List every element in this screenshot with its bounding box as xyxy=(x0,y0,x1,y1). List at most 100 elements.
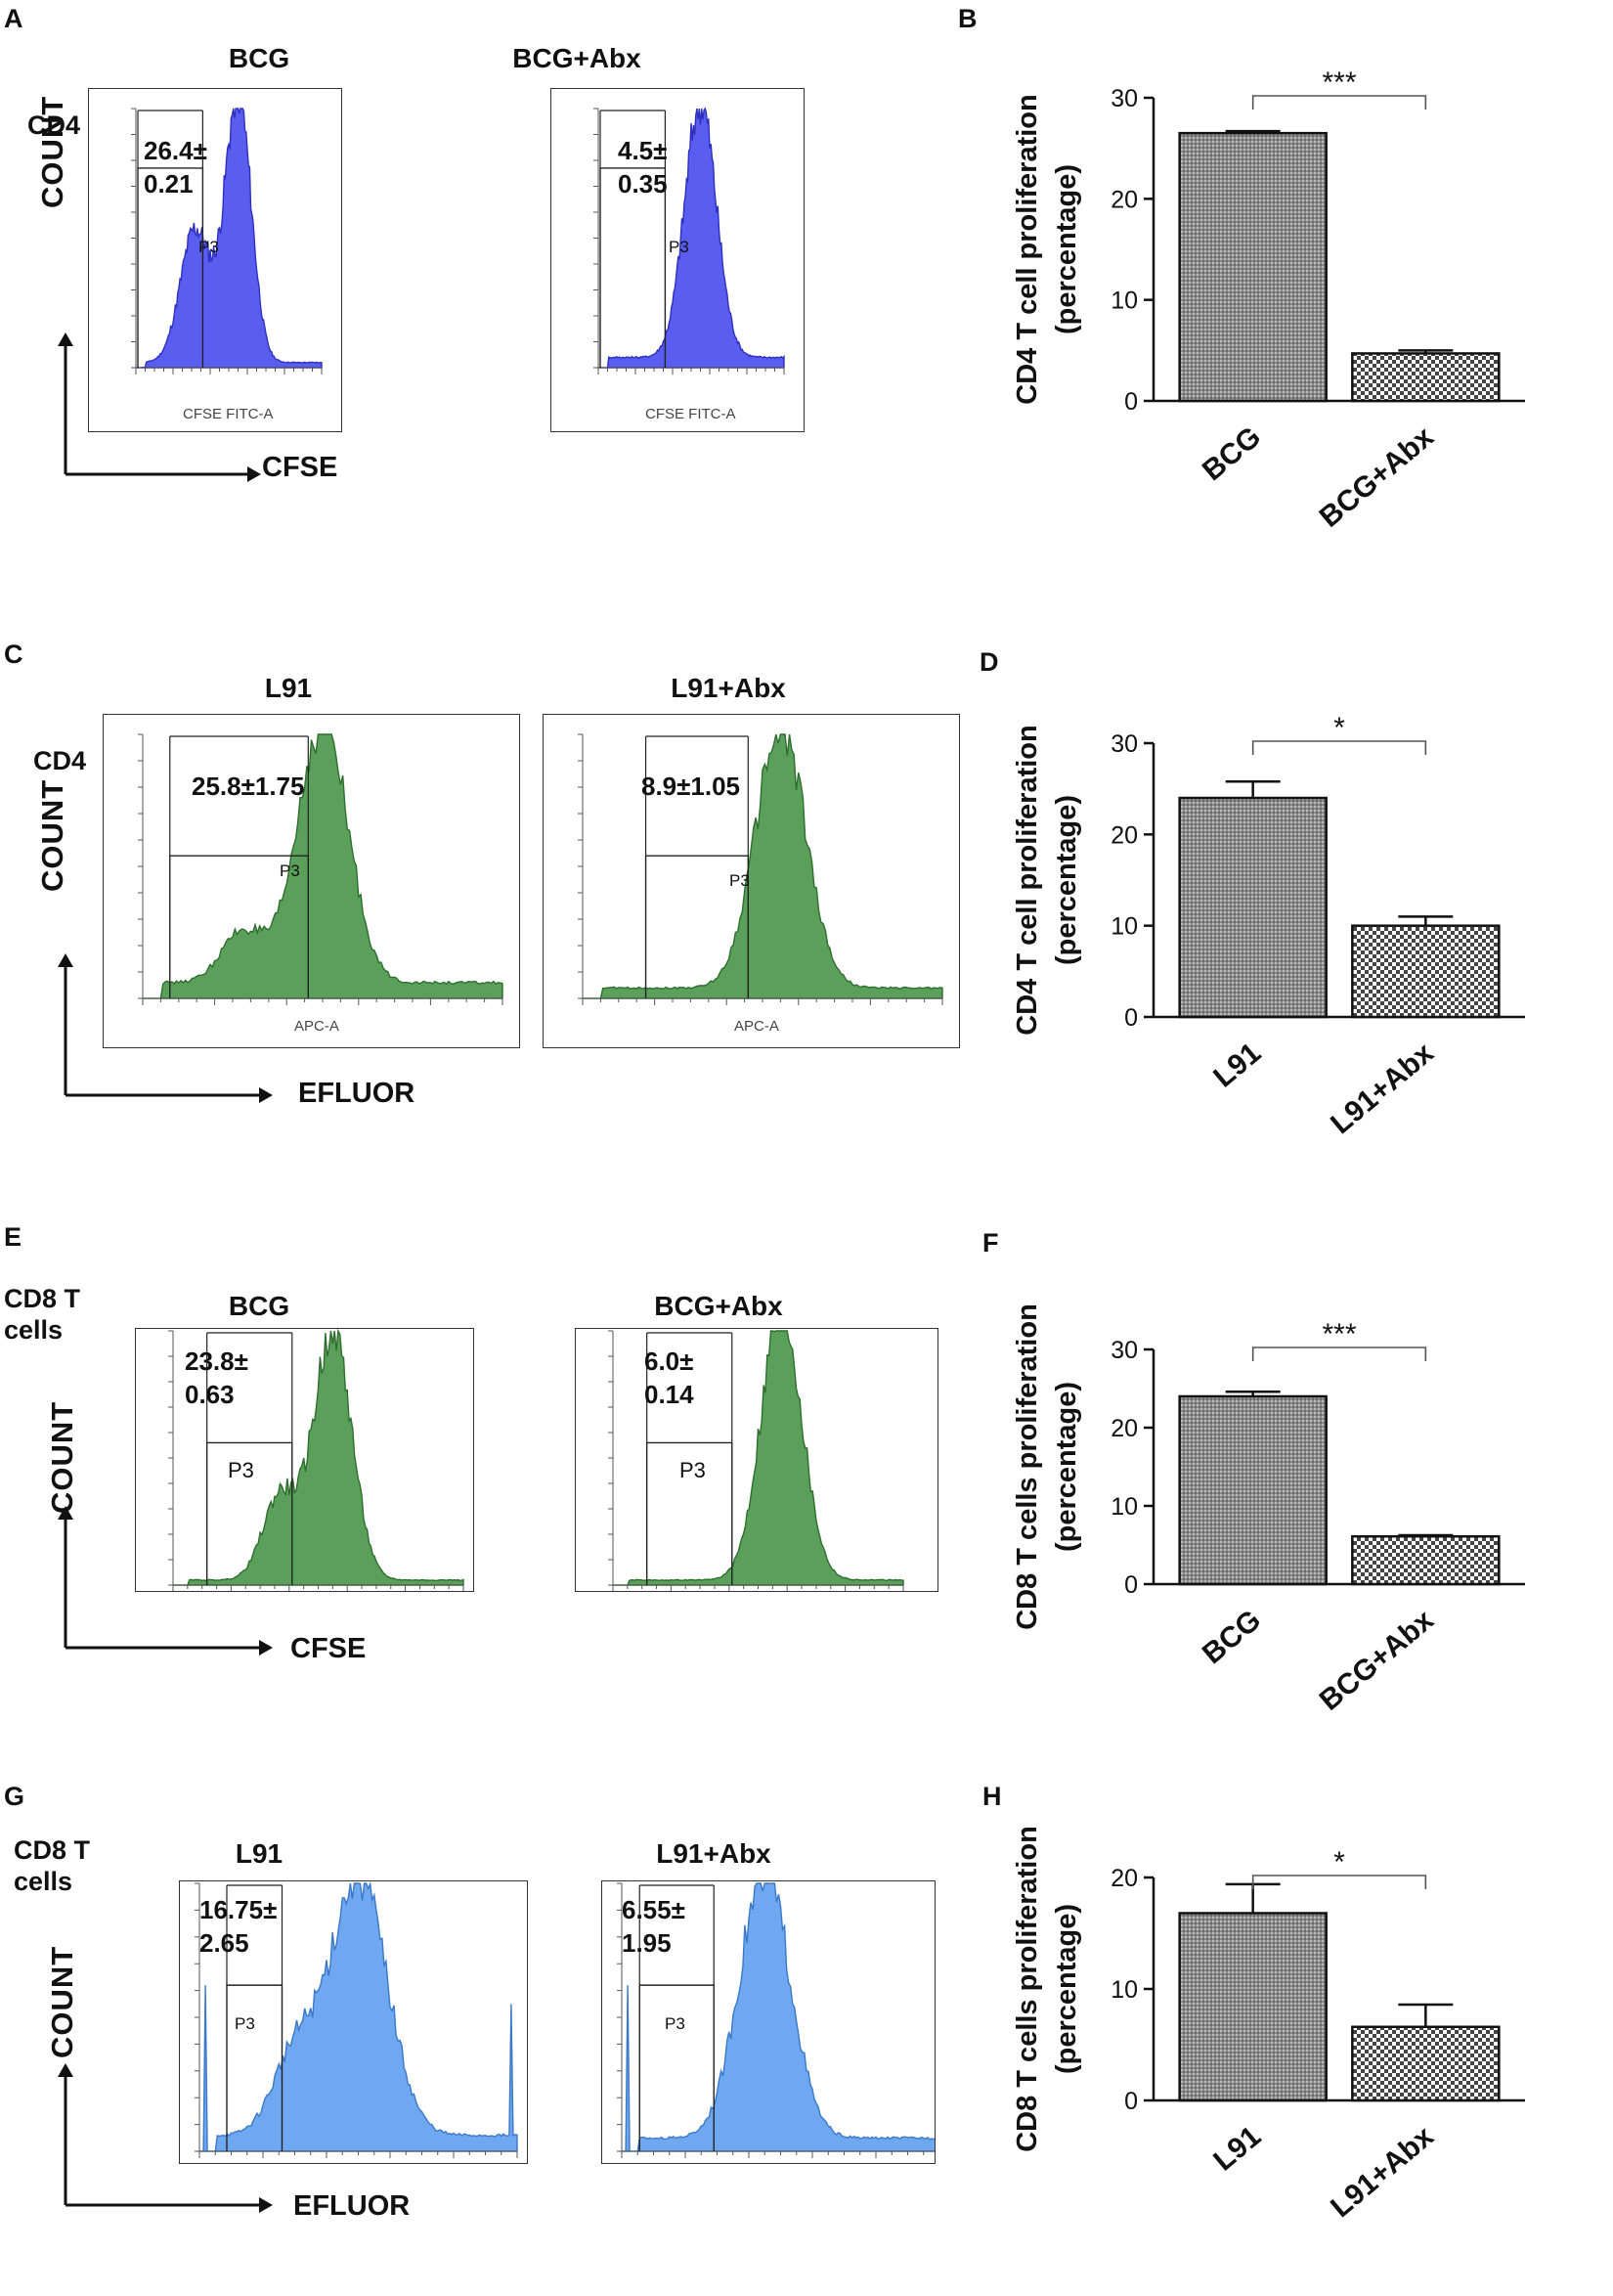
bar-bcg-abx xyxy=(1351,352,1501,403)
bar-y-tick-label: 20 xyxy=(1111,821,1138,849)
bar-l91 xyxy=(1178,1912,1328,2102)
histogram-fill xyxy=(199,1881,518,2152)
gate-box xyxy=(599,167,667,368)
flow-title-c-left: L91 xyxy=(264,673,313,703)
bar-y-tick-label: 30 xyxy=(1111,730,1138,758)
bar-chart-d: 0 10 20 30 L91 L91+Abx * CD4 T cell proliferati… xyxy=(1012,712,1525,1140)
histogram-fill xyxy=(598,107,785,369)
significance-bracket xyxy=(1251,1875,1427,1889)
bar-y-tick-label: 10 xyxy=(1111,1493,1138,1521)
gate-name-g-left: P3 xyxy=(235,2014,255,2033)
gate-box xyxy=(226,1984,283,2151)
bar-y-label: CD8 T cells proliferation (percentage) xyxy=(1012,1303,1082,1630)
significance-bracket xyxy=(1251,740,1427,755)
gate-name-g-right: P3 xyxy=(665,2014,685,2033)
gate-box xyxy=(205,1441,293,1585)
bar-category-label: L91+Abx xyxy=(1325,2120,1440,2224)
bar-l91 xyxy=(1178,796,1328,1019)
bar-l91-abx xyxy=(1351,924,1501,1019)
significance-stars: *** xyxy=(1322,66,1356,99)
bar-category-label: L91+Abx xyxy=(1325,1037,1440,1140)
bar-y-label-line: (percentage) xyxy=(1051,164,1082,334)
axis-arrow-g xyxy=(58,2063,273,2213)
bar-bcg xyxy=(1178,131,1328,403)
histogram-fill xyxy=(583,733,943,999)
significance-stars: * xyxy=(1333,1846,1345,1878)
bar-chart-b: 0 10 20 30 BCG BCG+Abx *** CD4 T cell prolifera… xyxy=(1012,66,1525,534)
bar-category-label: L91 xyxy=(1207,2120,1267,2178)
gate-name-c-left: P3 xyxy=(280,861,300,880)
bar-chart-h: 0 10 20 L91 L91+Abx * CD8 T cells proliferatio… xyxy=(1012,1826,1525,2224)
gate-stat-c-left: 25.8±1.75 xyxy=(192,772,305,801)
bar-category-label: BCG+Abx xyxy=(1314,420,1440,534)
count-label-a: COUNT xyxy=(35,95,69,208)
histogram-a-left: 26.4± 0.21 P3 CFSE FITC-A xyxy=(88,88,342,432)
gate-name-c-right: P3 xyxy=(729,871,750,890)
flow-title-g-left: L91 xyxy=(235,1838,283,1869)
axis-name-a-left: CFSE FITC-A xyxy=(183,406,274,422)
gate-stat-a-left: 26.4± 0.21 xyxy=(144,136,207,199)
significance-bracket xyxy=(1251,1347,1427,1361)
bar-y-tick-label: 20 xyxy=(1111,186,1138,213)
gate-stat-g-right: 6.55± 1.95 xyxy=(622,1895,685,1958)
panel-letter-e: E xyxy=(4,1222,22,1252)
histogram-c-left: 25.8±1.75 P3 APC-A xyxy=(103,714,520,1048)
gate-name-e-left: P3 xyxy=(228,1458,254,1482)
bar-bcg-abx xyxy=(1351,1534,1501,1586)
bar-y-label-line: CD4 T cell proliferation xyxy=(1012,725,1043,1035)
flow-title-g-right: L91+Abx xyxy=(656,1838,771,1869)
bar-bcg xyxy=(1178,1394,1328,1586)
histogram-fill xyxy=(135,108,323,369)
flow-title-a-right: BCG+Abx xyxy=(512,43,641,73)
gate-stat-e-right: 6.0± 0.14 xyxy=(644,1347,694,1409)
bar-y-label-line: CD8 T cells proliferation xyxy=(1012,1826,1043,2152)
histogram-fill xyxy=(613,1330,904,1586)
gate-stat-g-left: 16.75± 2.65 xyxy=(199,1895,278,1958)
gate-name-e-right: P3 xyxy=(679,1458,706,1482)
bar-y-tick-label: 30 xyxy=(1111,85,1138,112)
flow-title-c-right: L91+Abx xyxy=(671,673,786,703)
panel-letter-d: D xyxy=(980,647,999,677)
gate-box xyxy=(169,855,309,998)
histogram-a-right: 4.5± 0.35 P3 CFSE FITC-A xyxy=(550,88,805,432)
bar-y-tick-label: 10 xyxy=(1111,913,1138,941)
side-label-e: CD8 T cells xyxy=(4,1284,81,1345)
bar-category-label: BCG+Abx xyxy=(1314,1604,1440,1717)
bar-y-tick-label: 30 xyxy=(1111,1337,1138,1364)
x-label-e: CFSE xyxy=(290,1633,367,1664)
significance-bracket xyxy=(1251,95,1427,110)
bar-y-label-line: (percentage) xyxy=(1051,1382,1082,1552)
bar-y-label-line: (percentage) xyxy=(1051,1904,1082,2074)
panel-letter-c: C xyxy=(4,640,23,669)
bar-y-tick-label: 0 xyxy=(1124,1004,1138,1032)
x-label-a: CFSE xyxy=(262,452,338,483)
side-label-a: CD4 xyxy=(27,110,81,140)
gate-name-a-right: P3 xyxy=(669,238,689,256)
panel-letter-a: A xyxy=(4,4,23,33)
bar-y-tick-label: 10 xyxy=(1111,287,1138,315)
gate-stat-a-right: 4.5± 0.35 xyxy=(618,136,668,199)
count-label-e: COUNT xyxy=(45,1400,79,1514)
gate-name-a-left: P3 xyxy=(198,238,219,256)
x-label-c: EFLUOR xyxy=(298,1078,415,1109)
histogram-g-left: 16.75± 2.65 P3 xyxy=(179,1880,528,2164)
significance-stars: * xyxy=(1333,712,1345,744)
gate-box xyxy=(638,1984,715,2151)
significance-stars: *** xyxy=(1322,1318,1356,1350)
side-label-g: CD8 T cells xyxy=(14,1835,91,1896)
gate-box xyxy=(137,167,204,368)
bar-l91-abx xyxy=(1351,2025,1501,2102)
side-label-c: CD4 xyxy=(33,746,87,775)
bar-y-label: CD4 T cell proliferation (percentage) xyxy=(1012,725,1082,1035)
bar-y-label-line: CD8 T cells proliferation xyxy=(1012,1303,1043,1630)
gate-box xyxy=(644,855,749,998)
flow-title-e-left: BCG xyxy=(228,1291,290,1321)
x-label-g: EFLUOR xyxy=(293,2190,411,2222)
bar-y-tick-label: 20 xyxy=(1111,1865,1138,1892)
bar-y-tick-label: 20 xyxy=(1111,1415,1138,1442)
bar-chart-f: 0 10 20 30 BCG BCG+Abx *** CD8 T cells prolifer… xyxy=(1012,1303,1525,1717)
panel-letter-f: F xyxy=(982,1228,999,1258)
bar-y-label: CD8 T cells proliferation (percentage) xyxy=(1012,1826,1082,2152)
count-label-c: COUNT xyxy=(35,778,69,892)
histogram-c-right: 8.9±1.05 P3 APC-A xyxy=(543,714,960,1048)
